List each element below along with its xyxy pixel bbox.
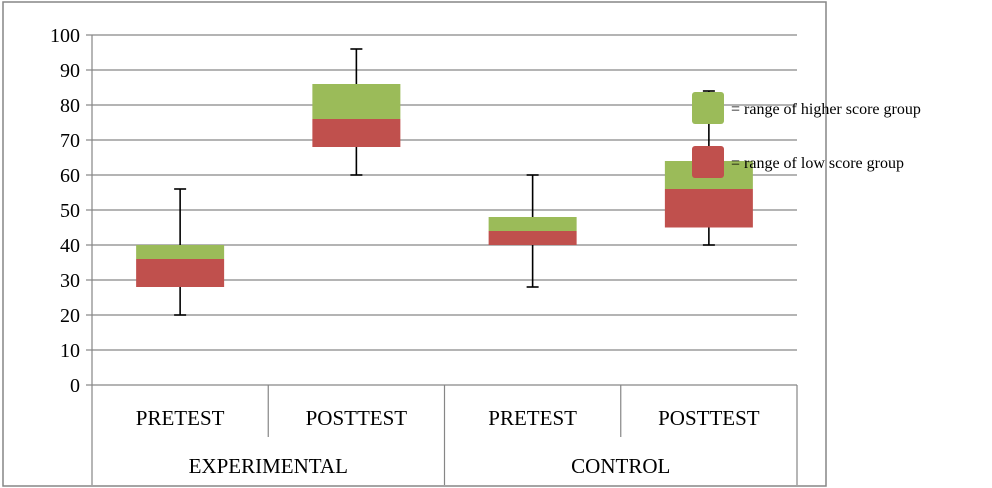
- low-score-range-box: [136, 259, 225, 287]
- legend-swatch: [692, 146, 724, 178]
- low-score-range-box: [312, 119, 401, 147]
- x-category-label: POSTTEST: [658, 406, 760, 430]
- y-tick-label: 50: [60, 200, 80, 222]
- y-tick-label: 90: [60, 60, 80, 82]
- low-score-range-box: [664, 189, 753, 228]
- y-tick-label: 30: [60, 270, 80, 292]
- y-tick-label: 0: [70, 375, 80, 397]
- y-tick-label: 10: [60, 340, 80, 362]
- x-group-label: CONTROL: [571, 454, 670, 478]
- x-category-label: PRETEST: [136, 406, 225, 430]
- y-tick-label: 40: [60, 235, 80, 257]
- high-score-range-box: [136, 245, 225, 259]
- axes: [86, 34, 798, 485]
- low-score-range-box: [488, 231, 577, 245]
- legend-label: = range of higher score group: [731, 101, 921, 118]
- legend: = range of higher score group = range of …: [692, 92, 921, 178]
- chart-border: [2, 1, 827, 487]
- high-score-range-box: [312, 84, 401, 119]
- y-tick-label: 80: [60, 95, 80, 117]
- x-category-label: PRETEST: [488, 406, 577, 430]
- y-tick-label: 20: [60, 305, 80, 327]
- x-group-labels: EXPERIMENTAL CONTROL: [189, 454, 671, 478]
- y-tick-label: 70: [60, 130, 80, 152]
- high-score-range-box: [488, 217, 577, 231]
- x-category-labels: PRETEST POSTTEST PRETEST POSTTEST: [136, 406, 760, 430]
- y-tick-label: 100: [50, 25, 80, 47]
- y-tick-label: 60: [60, 165, 80, 187]
- legend-swatch: [692, 92, 724, 124]
- x-category-label: POSTTEST: [306, 406, 408, 430]
- x-group-label: EXPERIMENTAL: [189, 454, 348, 478]
- legend-label: = range of low score group: [731, 155, 904, 172]
- y-tick-labels: 0 10 20 30 40 50 60 70 80 90 100: [50, 25, 80, 397]
